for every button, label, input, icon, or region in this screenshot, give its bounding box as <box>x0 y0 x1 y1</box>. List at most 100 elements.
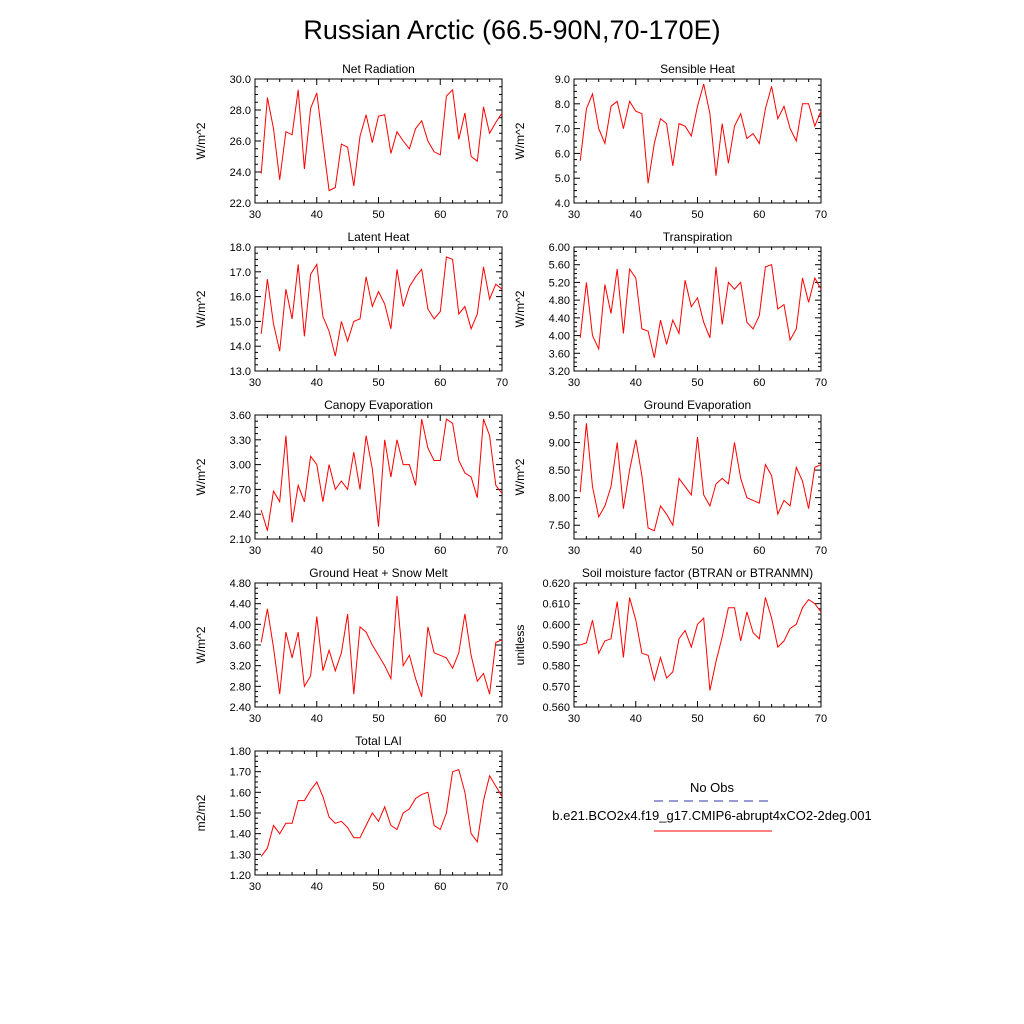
y-tick-label: 4.80 <box>549 295 570 307</box>
y-tick-label: 4.40 <box>549 313 570 325</box>
plot-frame <box>254 246 503 372</box>
panel-title: Ground Evaporation <box>644 398 751 412</box>
y-axis-label: W/m^2 <box>194 458 208 495</box>
y-tick-label: 7.50 <box>549 520 570 532</box>
y-tick-label: 28.0 <box>230 105 251 117</box>
panel-title: Sensible Heat <box>660 62 735 76</box>
x-tick-label: 40 <box>311 377 323 389</box>
y-tick-label: 0.590 <box>542 640 570 652</box>
x-tick-label: 60 <box>753 545 765 557</box>
x-tick-label: 70 <box>496 209 508 221</box>
x-tick-label: 40 <box>630 377 642 389</box>
x-tick-label: 30 <box>568 713 580 725</box>
x-tick-label: 60 <box>434 377 446 389</box>
chart-panel: Ground Evaporation 30 40 50 60 70 7.50 8.00 8.50… <box>513 398 827 557</box>
y-tick-label: 3.60 <box>230 640 251 652</box>
series-line <box>579 264 822 358</box>
x-tick-label: 30 <box>568 377 580 389</box>
x-tick-label: 70 <box>496 377 508 389</box>
y-axis-label: unitless <box>513 625 527 666</box>
y-tick-label: 15.0 <box>230 316 251 328</box>
y-tick-label: 3.20 <box>549 366 570 378</box>
figure-title: Russian Arctic (66.5-90N,70-170E) <box>303 15 721 45</box>
y-axis-label: m2/m2 <box>194 794 208 831</box>
x-tick-label: 40 <box>311 209 323 221</box>
x-tick-label: 40 <box>630 209 642 221</box>
y-tick-label: 2.10 <box>230 534 251 546</box>
y-tick-label: 0.600 <box>542 619 570 631</box>
y-tick-label: 13.0 <box>230 366 251 378</box>
y-tick-label: 9.50 <box>549 410 570 422</box>
y-tick-label: 17.0 <box>230 267 251 279</box>
y-tick-label: 0.610 <box>542 599 570 611</box>
y-tick-label: 4.0 <box>555 198 570 210</box>
x-tick-label: 50 <box>691 713 703 725</box>
x-tick-label: 60 <box>434 209 446 221</box>
y-tick-label: 2.70 <box>230 484 251 496</box>
chart-panel: Net Radiation 30 40 50 60 70 22.0 24.0 26.0 28.0 3… <box>194 62 508 221</box>
x-tick-label: 60 <box>434 713 446 725</box>
y-tick-label: 5.20 <box>549 277 570 289</box>
y-tick-label: 9.00 <box>549 438 570 450</box>
panel-title: Soil moisture factor (BTRAN or BTRANMN) <box>582 566 813 580</box>
y-tick-label: 0.620 <box>542 578 570 590</box>
series-line <box>260 88 503 192</box>
y-tick-label: 5.0 <box>555 173 570 185</box>
y-tick-label: 6.0 <box>555 148 570 160</box>
y-tick-label: 3.60 <box>230 410 251 422</box>
y-tick-label: 3.00 <box>230 460 251 472</box>
plot-frame <box>573 414 822 540</box>
y-tick-label: 1.20 <box>230 870 251 882</box>
x-tick-label: 30 <box>249 713 261 725</box>
y-axis-label: W/m^2 <box>194 626 208 663</box>
y-tick-label: 30.0 <box>230 74 251 86</box>
chart-panel: Canopy Evaporation 30 40 50 60 70 2.10 2.40 2.70… <box>194 398 508 557</box>
x-tick-label: 30 <box>249 209 261 221</box>
x-tick-label: 70 <box>496 713 508 725</box>
chart-panel: Soil moisture factor (BTRAN or BTRANMN) 3… <box>513 566 827 725</box>
plot-frame <box>573 78 822 204</box>
y-axis-label: W/m^2 <box>513 458 527 495</box>
y-tick-label: 16.0 <box>230 292 251 304</box>
y-tick-label: 18.0 <box>230 242 251 254</box>
x-tick-label: 70 <box>496 881 508 893</box>
x-tick-label: 60 <box>753 377 765 389</box>
x-tick-label: 40 <box>630 713 642 725</box>
x-tick-label: 50 <box>372 209 384 221</box>
chart-panel: Latent Heat 30 40 50 60 70 13.0 14.0 15.0 16.0 17.… <box>194 230 508 389</box>
y-tick-label: 1.50 <box>230 808 251 820</box>
y-tick-label: 1.40 <box>230 829 251 841</box>
x-tick-label: 50 <box>372 881 384 893</box>
y-tick-label: 0.580 <box>542 661 570 673</box>
y-tick-label: 1.80 <box>230 746 251 758</box>
y-tick-label: 3.60 <box>549 348 570 360</box>
chart-panel: Transpiration 30 40 50 60 70 3.20 3.60 4.00 4.40 4… <box>513 230 827 389</box>
x-tick-label: 30 <box>249 377 261 389</box>
panel-title: Canopy Evaporation <box>324 398 433 412</box>
y-axis-label: W/m^2 <box>513 290 527 327</box>
x-tick-label: 70 <box>815 545 827 557</box>
x-tick-label: 50 <box>691 545 703 557</box>
y-axis-label: W/m^2 <box>513 122 527 159</box>
x-tick-label: 50 <box>372 713 384 725</box>
y-tick-label: 9.0 <box>555 74 570 86</box>
x-tick-label: 30 <box>249 881 261 893</box>
x-tick-label: 60 <box>434 881 446 893</box>
x-tick-label: 40 <box>311 545 323 557</box>
plot-frame <box>254 78 503 204</box>
x-tick-label: 70 <box>815 209 827 221</box>
x-tick-label: 40 <box>311 881 323 893</box>
y-tick-label: 5.60 <box>549 260 570 272</box>
x-tick-label: 40 <box>311 713 323 725</box>
panel-title: Net Radiation <box>342 62 415 76</box>
plot-frame <box>254 582 503 708</box>
panel-title: Latent Heat <box>347 230 410 244</box>
legend-label: b.e21.BCO2x4.f19_g17.CMIP6-abrupt4xCO2-2… <box>552 808 871 823</box>
plot-frame <box>573 582 822 708</box>
series-line <box>260 595 503 697</box>
panel-title: Transpiration <box>663 230 733 244</box>
x-tick-label: 70 <box>815 713 827 725</box>
series-line <box>260 256 503 357</box>
y-tick-label: 7.0 <box>555 124 570 136</box>
